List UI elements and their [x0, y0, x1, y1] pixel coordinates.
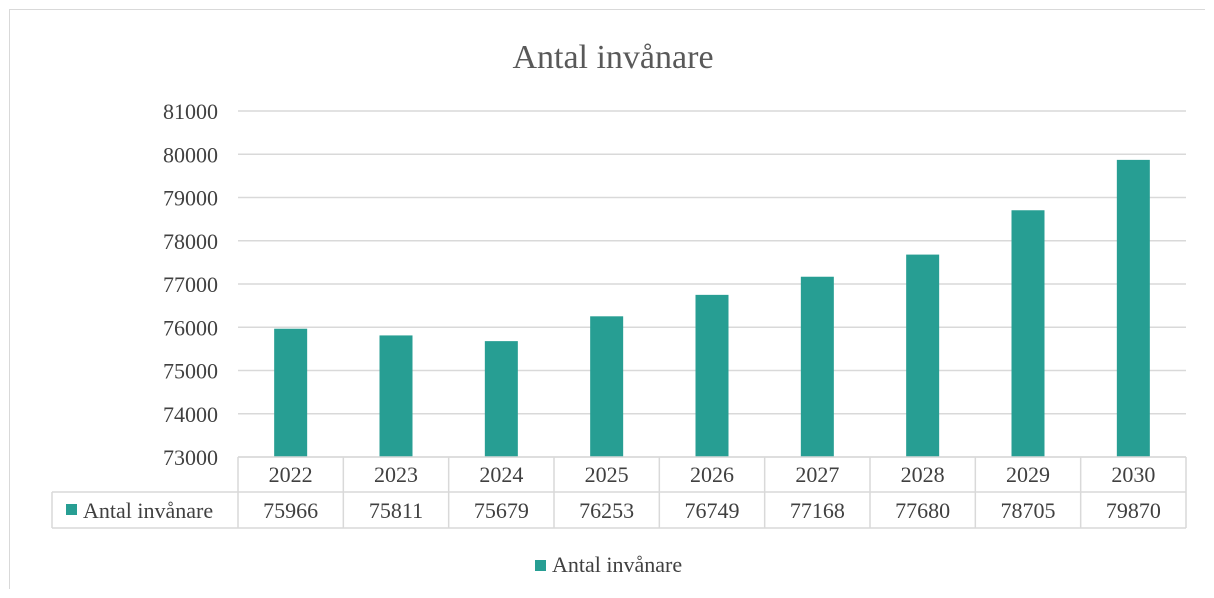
y-tick-label: 81000 [163, 99, 218, 124]
bars [274, 159, 1150, 457]
x-category-label: 2029 [1006, 462, 1050, 487]
legend-swatch [535, 560, 546, 571]
y-axis-labels: 81000 80000 79000 78000 77000 76000 75000 74000… [163, 99, 218, 470]
x-category-label: 2022 [269, 462, 313, 487]
bar [590, 316, 624, 457]
y-tick-label: 80000 [163, 142, 218, 167]
data-label: 76253 [579, 498, 634, 523]
bar [906, 254, 940, 457]
bar [800, 276, 834, 457]
data-label: 77680 [895, 498, 950, 523]
data-label: 75679 [474, 498, 529, 523]
table-row-label: Antal invånare [83, 498, 213, 523]
y-tick-label: 73000 [163, 445, 218, 470]
data-label: 77168 [790, 498, 845, 523]
bar [1011, 210, 1045, 457]
legend-label: Antal invånare [552, 552, 682, 577]
bar [379, 335, 413, 457]
x-category-label: 2026 [690, 462, 734, 487]
y-tick-label: 78000 [163, 229, 218, 254]
x-category-label: 2023 [374, 462, 418, 487]
bar [274, 328, 308, 457]
x-category-label: 2030 [1111, 462, 1155, 487]
bar [1116, 159, 1150, 457]
x-category-label: 2027 [795, 462, 839, 487]
chart-frame [9, 9, 1205, 589]
y-tick-label: 76000 [163, 315, 218, 340]
data-label: 75966 [263, 498, 318, 523]
y-tick-label: 77000 [163, 272, 218, 297]
y-tick-label: 74000 [163, 402, 218, 427]
bar [695, 294, 729, 457]
data-label: 78705 [1001, 498, 1056, 523]
data-label: 75811 [369, 498, 423, 523]
data-label: 79870 [1106, 498, 1161, 523]
y-tick-label: 75000 [163, 359, 218, 384]
x-category-label: 2028 [901, 462, 945, 487]
legend: Antal invånare [535, 552, 682, 577]
chart-title: Antal invånare [512, 39, 713, 76]
data-table: 2022 2023 2024 2025 2026 2027 2028 2029 2030 Anta… [51, 456, 1187, 529]
x-category-label: 2024 [479, 462, 523, 487]
data-label: 76749 [685, 498, 740, 523]
bar [484, 341, 518, 457]
table-legend-key [66, 504, 77, 515]
y-tick-label: 79000 [163, 186, 218, 211]
x-category-label: 2025 [585, 462, 629, 487]
